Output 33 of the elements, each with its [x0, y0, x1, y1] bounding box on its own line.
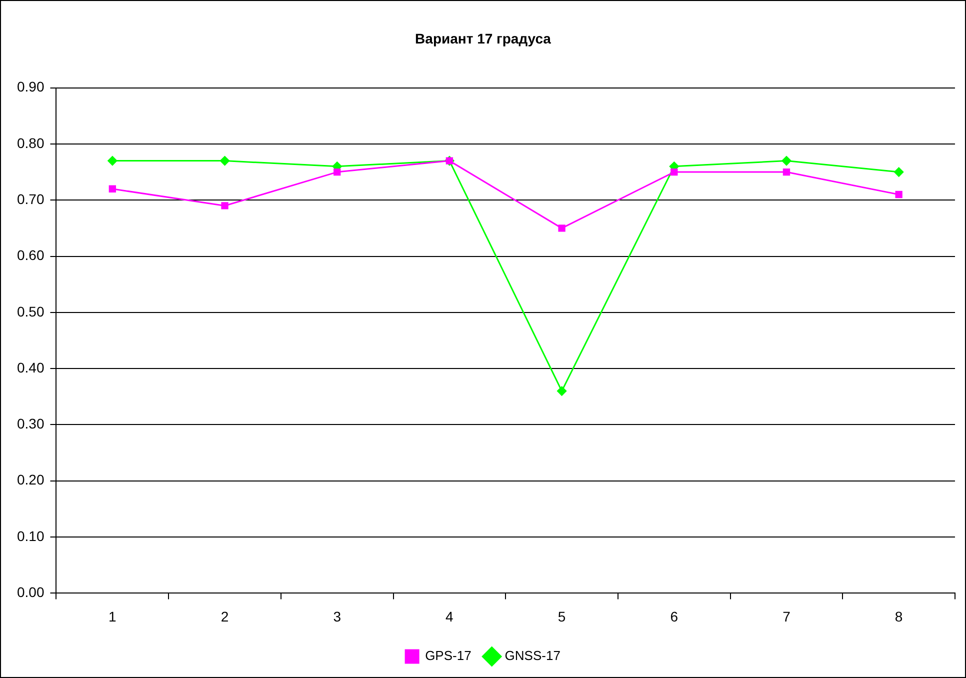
point	[895, 190, 902, 198]
x-tick-label: 3	[333, 608, 342, 624]
y-tick-label: 0.10	[17, 528, 44, 544]
x-tick-label: 8	[894, 608, 903, 624]
x-tick-label: 7	[782, 608, 791, 624]
x-tick-label: 4	[446, 608, 454, 624]
point	[557, 386, 567, 396]
chart-title: Вариант 17 градуса	[415, 30, 552, 46]
legend-label: GPS-17	[425, 648, 472, 664]
legend-label: GNSS-17	[504, 648, 560, 664]
x-tick-label: 2	[220, 608, 229, 624]
point	[894, 167, 904, 177]
x-tick-label: 6	[670, 608, 678, 624]
point	[108, 156, 118, 166]
point	[108, 185, 116, 192]
point	[334, 168, 341, 176]
y-tick-label: 0.90	[17, 78, 44, 95]
y-tick-label: 0.00	[17, 584, 44, 600]
y-tick-label: 0.50	[17, 303, 44, 320]
y-tick-label: 0.60	[17, 247, 44, 264]
point	[220, 156, 230, 166]
x-tick-label: 5	[558, 608, 566, 624]
y-tick-label: 0.30	[17, 416, 44, 432]
y-tick-label: 0.40	[17, 359, 44, 376]
x-tick-label: 1	[108, 608, 117, 624]
point	[782, 168, 790, 176]
y-tick-label: 0.20	[17, 472, 44, 488]
y-tick-label: 0.80	[17, 134, 44, 151]
point	[558, 224, 566, 232]
y-tick-label: 0.70	[17, 190, 44, 207]
point	[782, 156, 792, 166]
point	[221, 202, 228, 210]
point	[670, 168, 678, 176]
